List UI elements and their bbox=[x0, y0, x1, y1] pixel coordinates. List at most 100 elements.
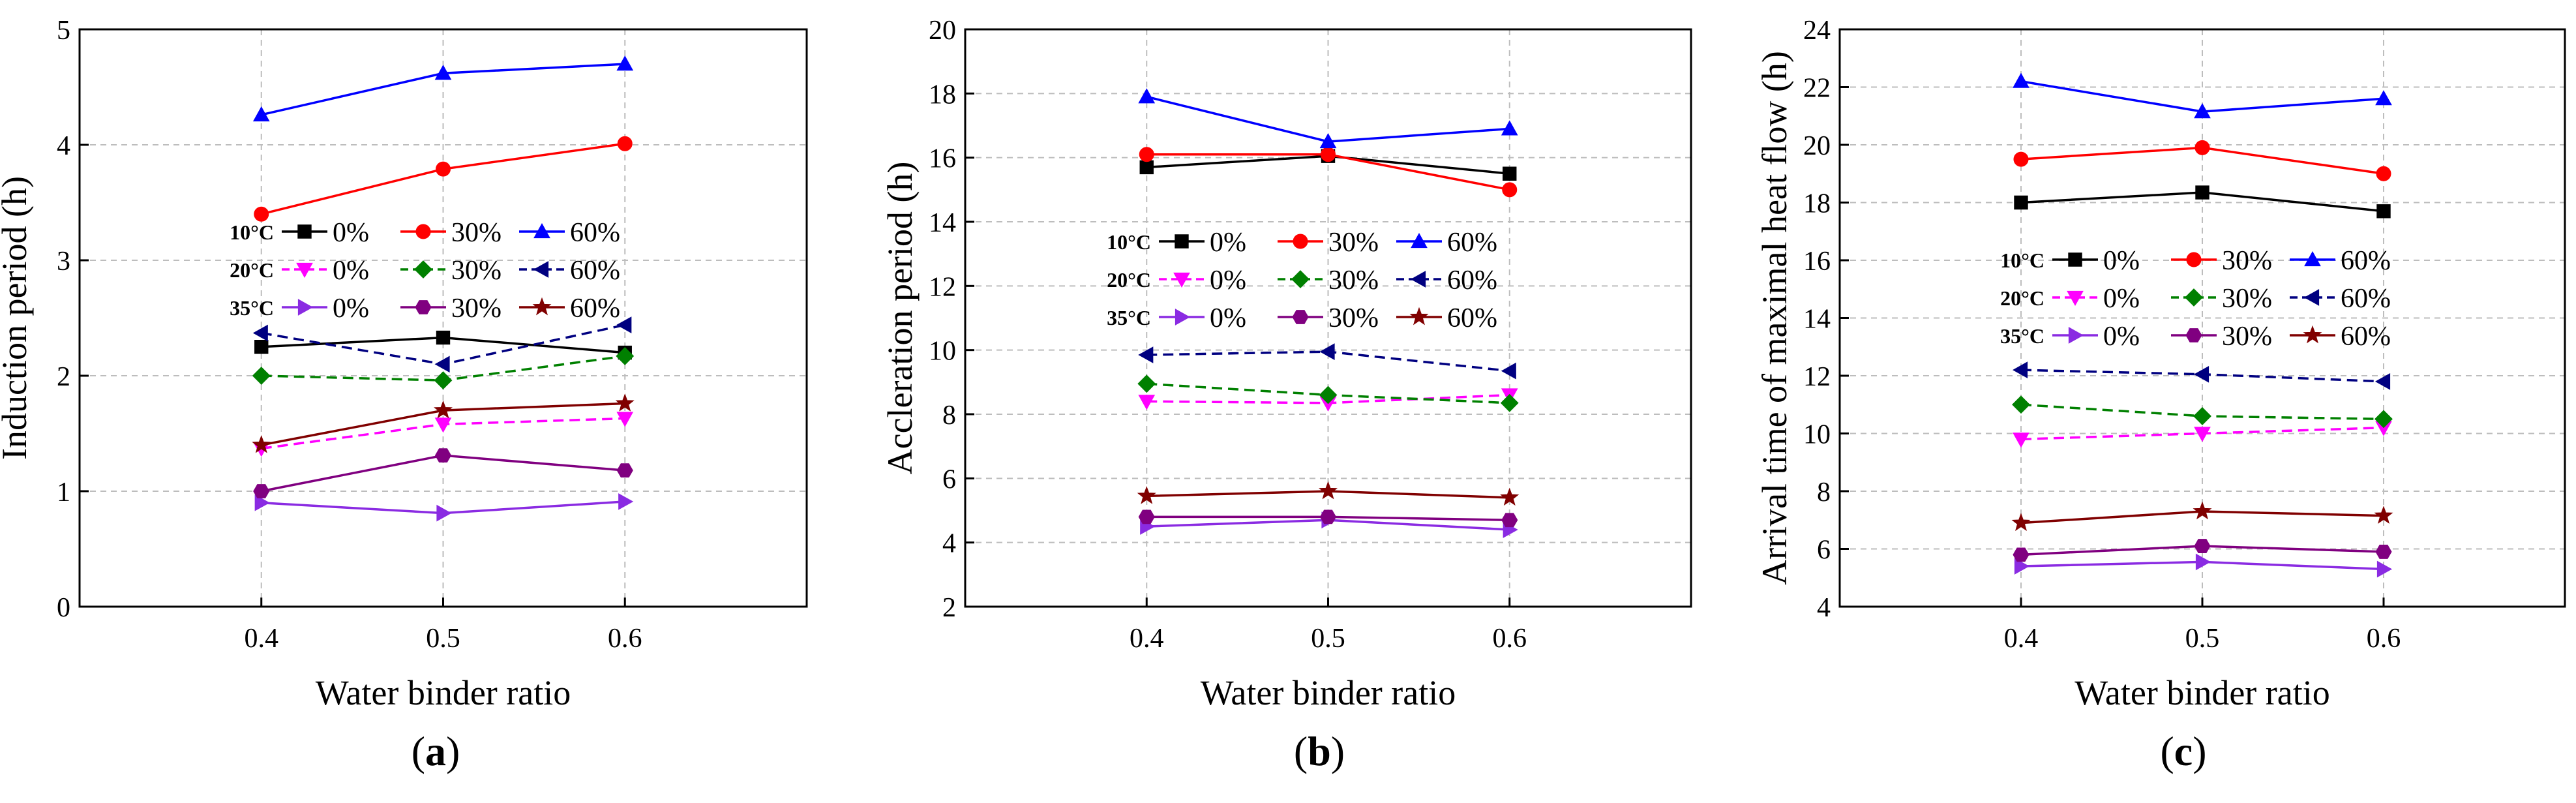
data-point bbox=[2013, 151, 2029, 167]
legend-dosage-label: 0% bbox=[1210, 265, 1246, 295]
chart-panel-a: 0 1 2 3 4 5 0.4 0.5 0.6 Water binder ratio Inducti… bbox=[0, 16, 808, 712]
y-tick-label: 10 bbox=[1803, 420, 1831, 450]
legend-dosage-label: 30% bbox=[2222, 322, 2272, 352]
y-tick-label: 20 bbox=[929, 16, 956, 46]
data-point bbox=[2014, 558, 2030, 575]
legend-temperature-label: 20°C bbox=[2000, 286, 2044, 310]
legend-temperature-label: 10°C bbox=[230, 220, 274, 244]
legend: 10°C 0% 30% 60% 20°C 0% 30% 60% 35°C 0% 30% 60% bbox=[1107, 228, 1497, 333]
y-tick-label: 12 bbox=[929, 272, 956, 302]
y-tick-label: 6 bbox=[942, 464, 956, 494]
legend-marker bbox=[296, 262, 313, 279]
chart-panel-b: 2 4 6 8 10 12 14 16 18 20 0.4 0.5 0.6 Water binder ra… bbox=[880, 16, 1692, 712]
legend-dosage-label: 30% bbox=[451, 294, 502, 324]
y-axis-title: Accleration period (h) bbox=[880, 162, 920, 475]
y-tick-label: 24 bbox=[1803, 16, 1831, 46]
data-point bbox=[252, 367, 271, 385]
data-point bbox=[2012, 395, 2030, 414]
data-point bbox=[615, 393, 635, 412]
y-tick-label: 16 bbox=[929, 144, 956, 174]
legend-marker bbox=[1173, 272, 1190, 288]
legend-dosage-label: 60% bbox=[2341, 284, 2391, 314]
series-20-c-0 bbox=[2013, 421, 2392, 448]
y-axis-title: Induction period (h) bbox=[0, 176, 34, 460]
data-point bbox=[618, 493, 634, 510]
data-point bbox=[1319, 133, 1337, 149]
data-point bbox=[1138, 395, 1156, 410]
x-axis-title: Water binder ratio bbox=[1201, 673, 1456, 712]
legend-temperature-label: 10°C bbox=[1107, 230, 1151, 254]
y-tick-label: 14 bbox=[1803, 305, 1831, 335]
series-35-c-0 bbox=[2014, 553, 2393, 578]
data-point bbox=[2013, 72, 2029, 88]
data-point bbox=[253, 484, 270, 498]
data-point bbox=[2375, 545, 2392, 559]
data-point bbox=[252, 434, 271, 453]
legend-dosage-label: 60% bbox=[570, 294, 620, 324]
legend-dosage-label: 0% bbox=[333, 218, 369, 248]
data-point bbox=[436, 161, 451, 177]
legend-marker bbox=[415, 300, 432, 314]
data-point bbox=[2193, 365, 2209, 383]
legend: 10°C 0% 30% 60% 20°C 0% 30% 60% 35°C 0% 30% 60% bbox=[230, 218, 620, 324]
data-point bbox=[617, 136, 633, 151]
legend-marker bbox=[533, 261, 549, 278]
data-point bbox=[2012, 361, 2028, 378]
data-point bbox=[2376, 204, 2391, 219]
legend-dosage-label: 30% bbox=[1328, 265, 1379, 295]
data-point bbox=[2013, 432, 2029, 448]
y-tick-label: 2 bbox=[57, 362, 70, 392]
data-point bbox=[2193, 407, 2211, 425]
data-point bbox=[616, 347, 635, 365]
data-point bbox=[1139, 160, 1154, 175]
x-tick-label: 0.6 bbox=[2367, 624, 2401, 654]
y-tick-label: 10 bbox=[929, 337, 956, 367]
data-point bbox=[1500, 487, 1520, 506]
legend-dosage-label: 30% bbox=[451, 218, 502, 248]
series-10-c-30 bbox=[2013, 140, 2391, 181]
data-point bbox=[1138, 88, 1156, 104]
series-10-c-60 bbox=[1138, 88, 1518, 149]
legend-temperature-label: 20°C bbox=[1107, 268, 1151, 292]
legend-marker bbox=[2185, 328, 2202, 342]
y-tick-label: 20 bbox=[1803, 131, 1831, 161]
data-point bbox=[2014, 195, 2028, 210]
data-point bbox=[2013, 547, 2029, 562]
data-point bbox=[434, 371, 453, 389]
series-35-c-30 bbox=[2013, 539, 2392, 562]
legend: 10°C 0% 30% 60% 20°C 0% 30% 60% 35°C 0% 30% 60% bbox=[2000, 246, 2391, 352]
legend-dosage-label: 0% bbox=[333, 294, 369, 324]
data-point bbox=[2195, 553, 2211, 571]
y-tick-label: 14 bbox=[929, 208, 956, 238]
data-point bbox=[1319, 343, 1335, 360]
y-tick-label: 12 bbox=[1803, 362, 1831, 392]
legend-dosage-label: 30% bbox=[451, 256, 502, 286]
data-point bbox=[1501, 513, 1518, 528]
legend-marker bbox=[1175, 309, 1191, 326]
legend-marker bbox=[1292, 310, 1309, 324]
data-point bbox=[434, 417, 452, 433]
data-point bbox=[252, 106, 270, 122]
y-tick-label: 0 bbox=[57, 593, 70, 623]
y-axis-title: Arrival time of maximal heat flow (h) bbox=[1755, 51, 1794, 585]
y-tick-label: 4 bbox=[1817, 593, 1831, 623]
legend-marker bbox=[1410, 271, 1426, 288]
legend-dosage-label: 30% bbox=[1328, 228, 1379, 258]
data-point bbox=[434, 65, 452, 80]
data-point bbox=[2195, 185, 2209, 200]
data-point bbox=[2194, 539, 2211, 553]
legend-dosage-label: 60% bbox=[1447, 303, 1497, 333]
series-10-c-60 bbox=[2013, 72, 2392, 119]
legend-dosage-label: 30% bbox=[1328, 303, 1379, 333]
data-point bbox=[434, 400, 453, 419]
legend-temperature-label: 35°C bbox=[1107, 306, 1151, 329]
data-point bbox=[252, 324, 268, 342]
data-point bbox=[1319, 481, 1338, 500]
legend-dosage-label: 0% bbox=[2103, 284, 2140, 314]
x-tick-label: 0.6 bbox=[1493, 624, 1527, 654]
data-point bbox=[254, 494, 270, 511]
legend-dosage-label: 0% bbox=[1210, 228, 1246, 258]
data-point bbox=[1501, 362, 1516, 380]
series-20-c-60 bbox=[2012, 361, 2391, 390]
